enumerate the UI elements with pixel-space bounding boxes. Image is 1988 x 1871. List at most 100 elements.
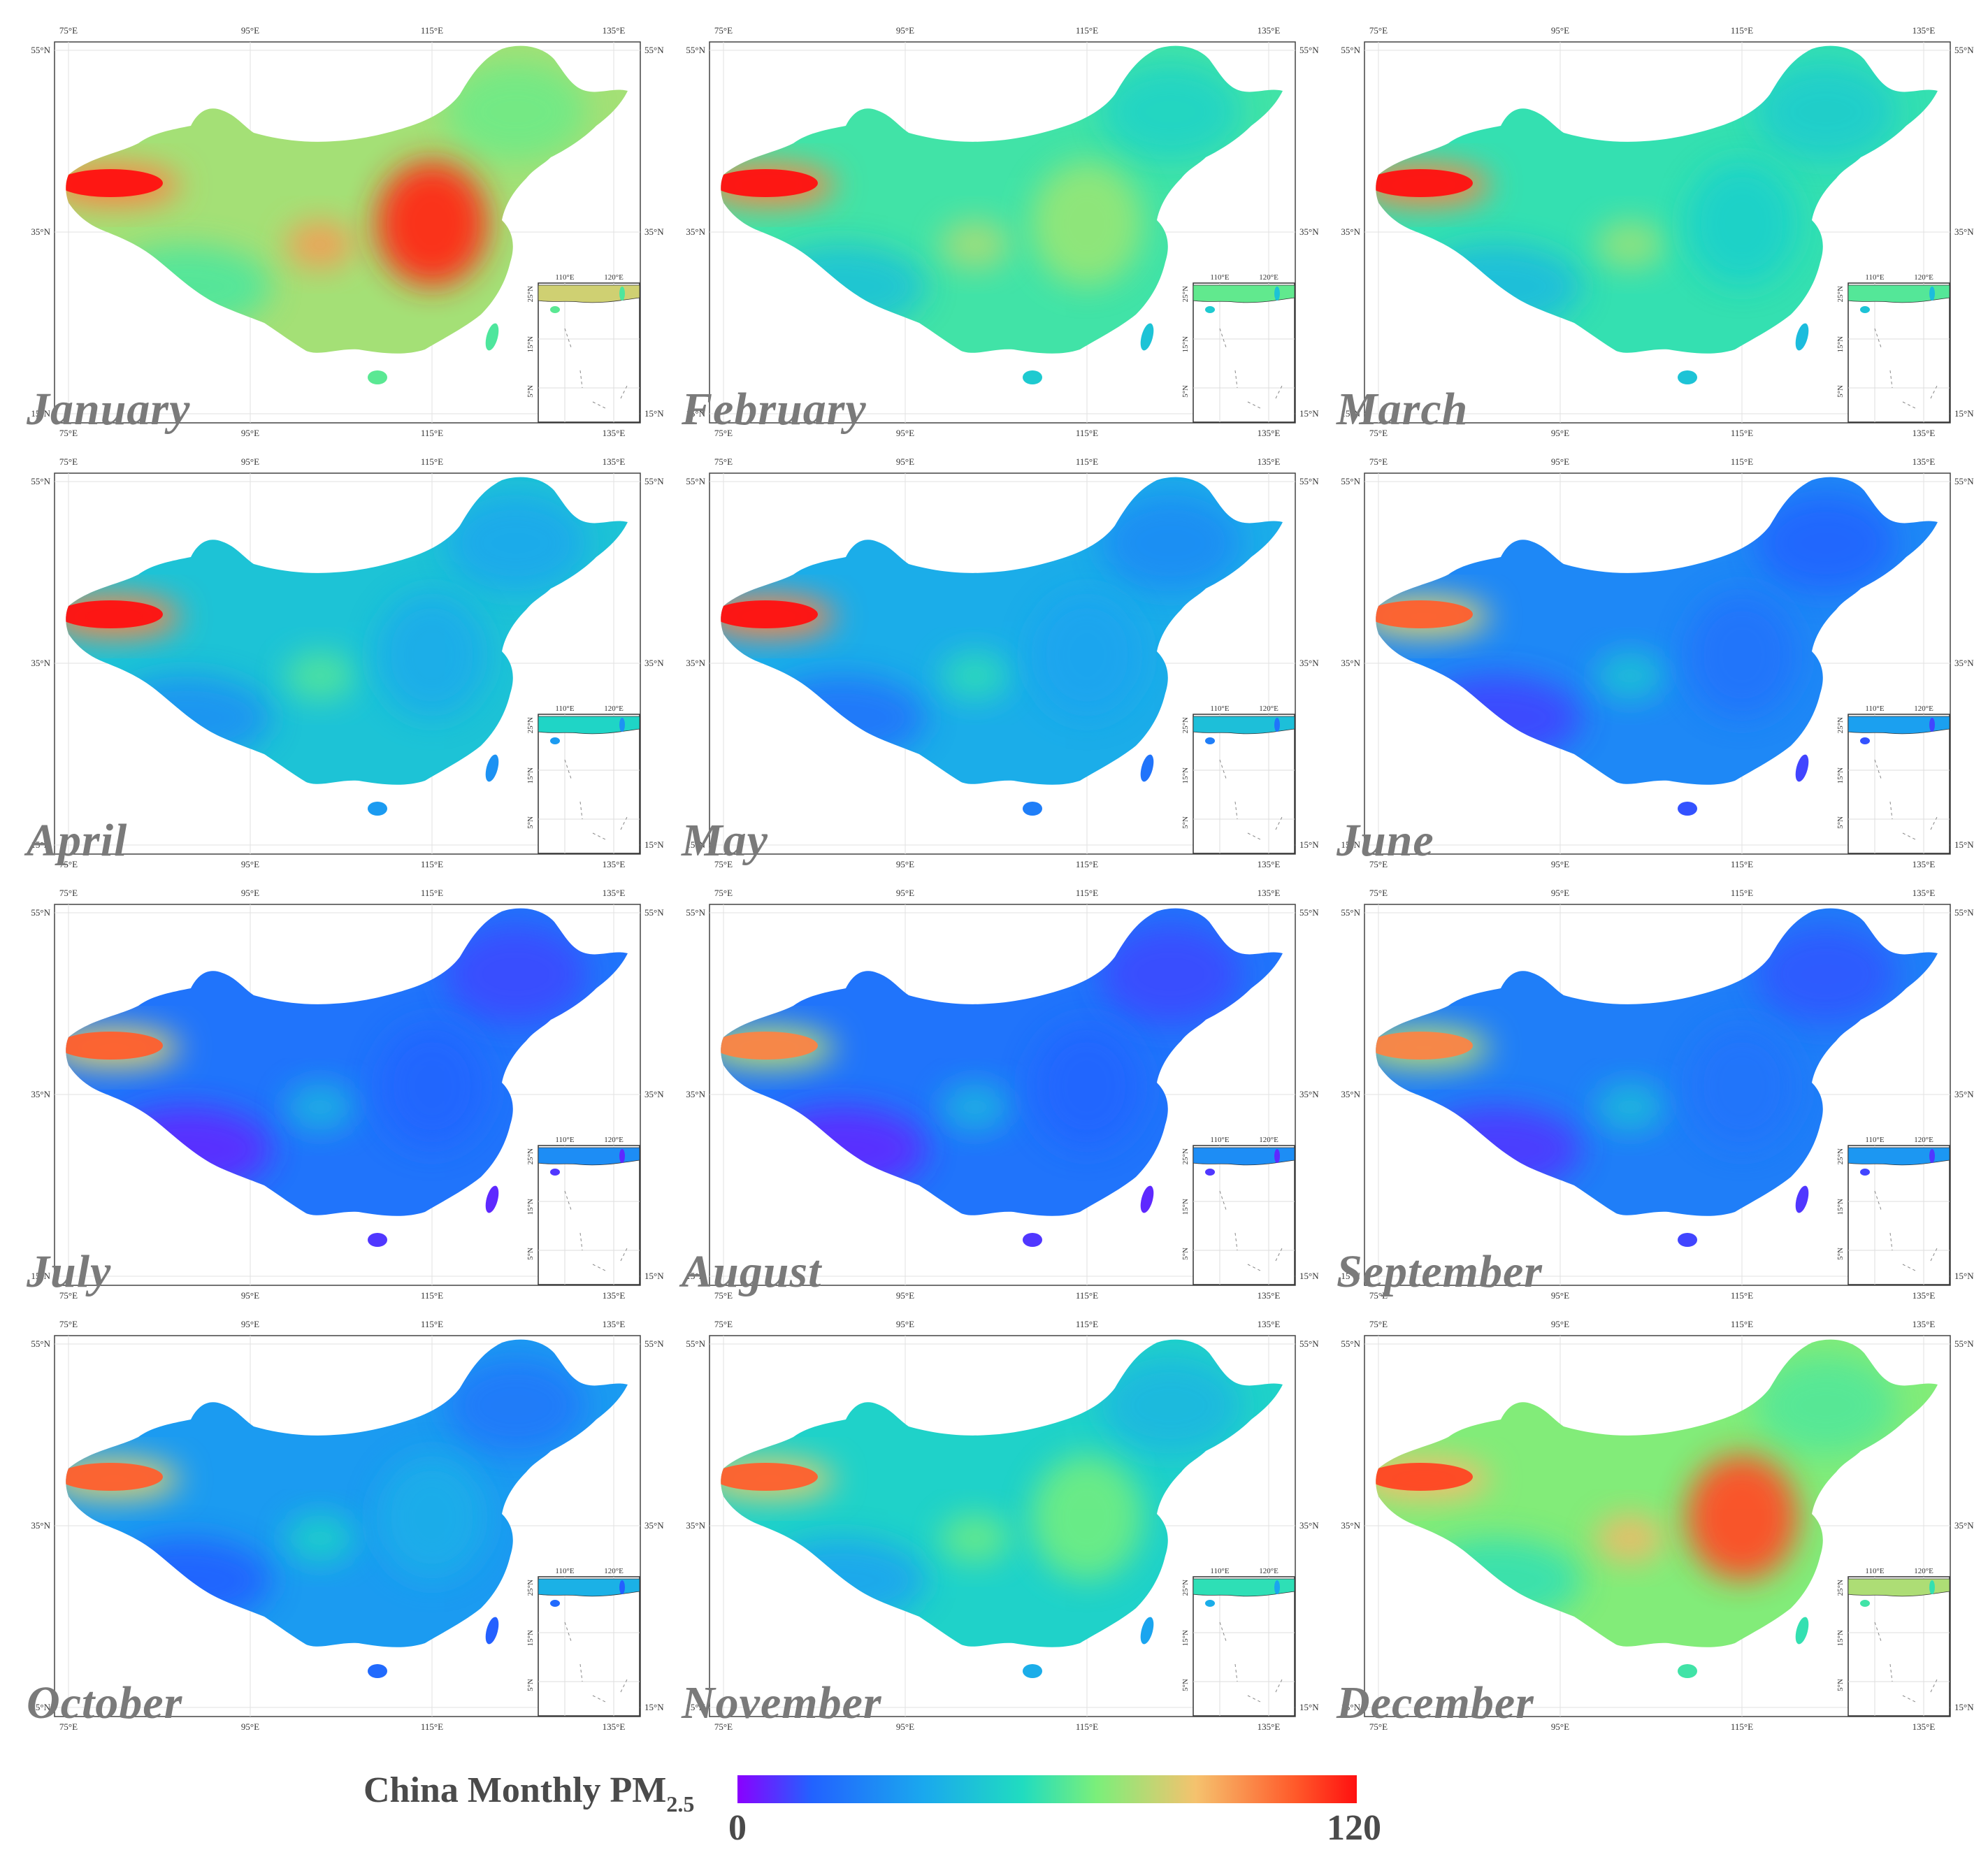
lon-tick-top: 75°E — [714, 888, 733, 898]
lat-tick-right: 35°N — [1299, 1520, 1319, 1531]
lon-tick-bottom: 75°E — [714, 428, 733, 438]
lon-tick-top: 95°E — [241, 1319, 259, 1329]
lon-tick-top: 95°E — [1551, 25, 1569, 36]
map-svg-may: 75°E 75°E 95°E 95°E 115°E 115°E 135°E 135°E 55°N… — [686, 456, 1319, 869]
islands — [1023, 1185, 1154, 1247]
lon-tick-top: 95°E — [241, 888, 259, 898]
inset-lon-tick: 110°E — [1865, 1567, 1884, 1575]
inset-lat-tick: 25°N — [526, 1148, 535, 1164]
inset-lon-tick: 120°E — [604, 273, 624, 282]
lat-tick-left: 15°N — [686, 1702, 705, 1712]
south-china-sea-inset: 110°E 120°E 25°N 15°N 5°N — [1181, 273, 1295, 423]
lat-tick-left: 15°N — [1341, 1271, 1360, 1281]
lon-tick-top: 75°E — [714, 25, 733, 36]
lon-tick-bottom: 135°E — [603, 1721, 626, 1732]
lon-tick-bottom: 135°E — [603, 428, 626, 438]
lon-tick-top: 115°E — [421, 888, 443, 898]
lon-tick-bottom: 135°E — [1913, 1721, 1936, 1732]
inset-lat-tick: 15°N — [1181, 1199, 1190, 1215]
lon-tick-top: 135°E — [1258, 456, 1281, 467]
lon-tick-bottom: 95°E — [1551, 428, 1569, 438]
lon-tick-top: 135°E — [603, 1319, 626, 1329]
lon-tick-bottom: 75°E — [59, 1290, 78, 1301]
inset-lat-tick: 15°N — [526, 1630, 535, 1646]
lon-tick-bottom: 75°E — [1369, 859, 1388, 869]
map-svg-february: 75°E 75°E 95°E 95°E 115°E 115°E 135°E 135°E 55°N… — [686, 25, 1319, 438]
inset-lon-tick: 120°E — [604, 1136, 624, 1144]
inset-lat-tick: 15°N — [1836, 1199, 1845, 1215]
south-china-sea-inset: 110°E 120°E 25°N 15°N 5°N — [1181, 1567, 1295, 1717]
south-china-sea-inset: 110°E 120°E 25°N 15°N 5°N — [1836, 1136, 1950, 1285]
lat-tick-left: 55°N — [686, 907, 705, 918]
inset-lat-tick: 25°N — [1836, 1580, 1845, 1596]
map-svg-december: 75°E 75°E 95°E 95°E 115°E 115°E 135°E 135°E 55°N… — [1341, 1319, 1974, 1732]
inset-lat-tick: 25°N — [1836, 1148, 1845, 1164]
lat-tick-right: 35°N — [1954, 1520, 1974, 1531]
lon-tick-top: 135°E — [1258, 25, 1281, 36]
map-svg-june: 75°E 75°E 95°E 95°E 115°E 115°E 135°E 135°E 55°N… — [1341, 456, 1974, 869]
lon-tick-top: 135°E — [603, 888, 626, 898]
lon-tick-bottom: 115°E — [1076, 859, 1098, 869]
lon-tick-bottom: 95°E — [241, 428, 259, 438]
lat-tick-right: 15°N — [1299, 1702, 1319, 1712]
lat-tick-left: 35°N — [1341, 1520, 1360, 1531]
lat-tick-left: 15°N — [31, 839, 50, 850]
islands — [368, 323, 499, 384]
month-label: November — [682, 1677, 882, 1728]
lon-tick-top: 75°E — [1369, 456, 1388, 467]
south-china-sea-inset: 110°E 120°E 25°N 15°N 5°N — [1181, 705, 1295, 854]
lon-tick-bottom: 135°E — [1913, 428, 1936, 438]
inset-lat-tick: 15°N — [1836, 1630, 1845, 1646]
islands — [1023, 323, 1154, 384]
lon-tick-top: 135°E — [1913, 888, 1936, 898]
lon-tick-top: 75°E — [59, 888, 78, 898]
map-svg-july: 75°E 75°E 95°E 95°E 115°E 115°E 135°E 135°E 55°N… — [31, 888, 664, 1301]
lat-tick-left: 35°N — [1341, 226, 1360, 237]
lat-tick-left: 55°N — [686, 1338, 705, 1349]
map-panel-november: 75°E 75°E 95°E 95°E 115°E 115°E 135°E 135°E 55°N… — [668, 1315, 1322, 1744]
lat-tick-left: 15°N — [686, 839, 705, 850]
lat-tick-right: 15°N — [644, 408, 664, 419]
lat-tick-right: 35°N — [1299, 1089, 1319, 1099]
inset-lon-tick: 110°E — [555, 273, 574, 282]
inset-lon-tick: 120°E — [1914, 1567, 1933, 1575]
lat-tick-left: 35°N — [1341, 658, 1360, 668]
inset-lon-tick: 110°E — [555, 1567, 574, 1575]
inset-lat-tick: 15°N — [1181, 767, 1190, 783]
lon-tick-bottom: 95°E — [241, 1721, 259, 1732]
lat-tick-left: 55°N — [686, 476, 705, 486]
inset-lon-tick: 120°E — [1259, 1136, 1278, 1144]
south-china-sea-inset: 110°E 120°E 25°N 15°N 5°N — [1181, 1136, 1295, 1285]
inset-lat-tick: 5°N — [1836, 816, 1845, 829]
inset-lat-tick: 15°N — [526, 336, 535, 352]
inset-lat-tick: 5°N — [526, 1679, 535, 1691]
inset-lat-tick: 5°N — [1836, 1679, 1845, 1691]
inset-lat-tick: 5°N — [1836, 1248, 1845, 1260]
lat-tick-left: 35°N — [31, 226, 50, 237]
lat-tick-right: 15°N — [1299, 839, 1319, 850]
lat-tick-right: 35°N — [644, 1089, 664, 1099]
panel-grid: 75°E 75°E 95°E 95°E 115°E 115°E 135°E 135°E 55°N… — [27, 25, 1974, 1744]
inset-lon-tick: 120°E — [1914, 705, 1933, 713]
lon-tick-top: 135°E — [1913, 1319, 1936, 1329]
lat-tick-right: 55°N — [1954, 1338, 1974, 1349]
lat-tick-right: 15°N — [644, 1702, 664, 1712]
south-china-sea-inset: 110°E 120°E 25°N 15°N 5°N — [1836, 1567, 1950, 1717]
lat-tick-left: 35°N — [31, 658, 50, 668]
inset-lat-tick: 25°N — [1836, 717, 1845, 733]
south-china-sea-inset: 110°E 120°E 25°N 15°N 5°N — [1836, 705, 1950, 854]
inset-lon-tick: 120°E — [604, 705, 624, 713]
lat-tick-left: 15°N — [686, 1271, 705, 1281]
pm25-hotspots — [66, 1357, 586, 1622]
map-panel-may: 75°E 75°E 95°E 95°E 115°E 115°E 135°E 135°E 55°N… — [668, 452, 1322, 882]
lon-tick-top: 95°E — [241, 456, 259, 467]
south-china-sea-inset: 110°E 120°E 25°N 15°N 5°N — [526, 273, 640, 423]
lon-tick-top: 75°E — [59, 1319, 78, 1329]
islands — [368, 1185, 499, 1247]
lat-tick-left: 55°N — [31, 476, 50, 486]
inset-lat-tick: 25°N — [1181, 717, 1190, 733]
lon-tick-top: 95°E — [896, 888, 914, 898]
lon-tick-bottom: 95°E — [1551, 1290, 1569, 1301]
month-label: April — [27, 815, 128, 866]
inset-lat-tick: 5°N — [1181, 816, 1190, 829]
